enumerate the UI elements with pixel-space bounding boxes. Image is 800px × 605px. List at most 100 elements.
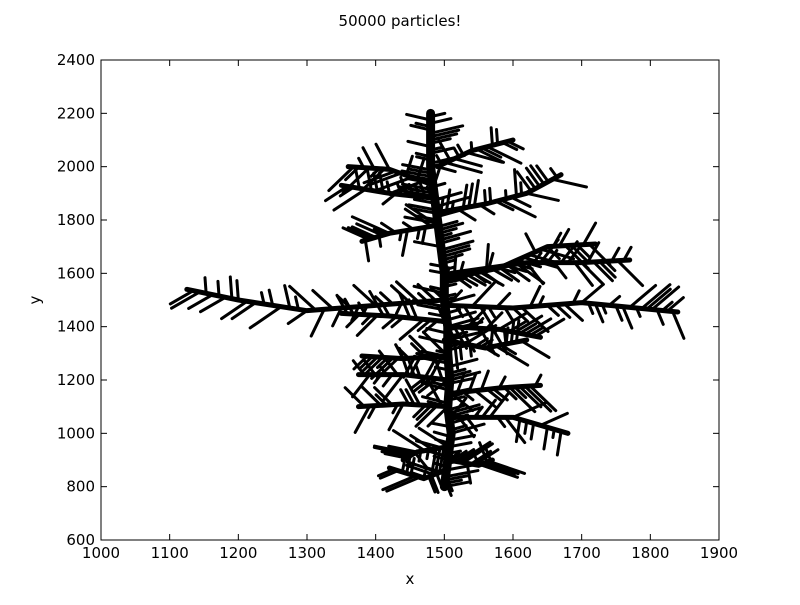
cluster-branch-twig	[487, 459, 527, 475]
x-tick-label: 1900	[700, 544, 738, 562]
cluster-branch-twig	[364, 355, 385, 376]
cluster-branch-twig	[571, 289, 581, 305]
cluster-branch-twig	[485, 145, 523, 165]
cluster-branch-twig	[607, 294, 622, 307]
cluster-branch-twig	[466, 151, 504, 164]
cluster-branch-twig	[391, 402, 400, 415]
cluster-branch-twig	[430, 447, 438, 474]
cluster-branch-twig	[504, 189, 508, 201]
cluster-branch-twig	[380, 221, 397, 234]
cluster-branch-twig	[444, 161, 483, 174]
cluster-branch-twig	[367, 171, 403, 187]
cluster-branch-twig	[503, 415, 527, 445]
cluster-branch-twig	[461, 390, 475, 402]
cluster-branch-twig	[355, 222, 385, 237]
y-tick-label: 1200	[57, 371, 95, 389]
cluster-trunk-twig	[432, 430, 453, 439]
cluster-branch-twig	[479, 369, 490, 392]
cluster-branch-twig	[415, 156, 426, 181]
cluster-trunk-twig	[429, 285, 446, 292]
cluster-trunk-twig	[446, 344, 469, 352]
cluster-branch-twig	[381, 373, 394, 388]
y-tick-label: 600	[66, 531, 95, 549]
cluster-branch-twig	[523, 384, 553, 413]
cluster-branch-twig	[294, 295, 300, 311]
cluster-branch-twig	[511, 306, 530, 323]
cluster-branch-twig	[454, 304, 465, 319]
cluster-branch-twig	[465, 461, 473, 485]
cluster-branch-twig	[430, 286, 446, 302]
cluster-branch-twig	[374, 142, 391, 171]
cluster-branch-twig	[367, 404, 377, 420]
y-tick-label: 2200	[57, 104, 95, 122]
cluster-branch-twig	[520, 339, 551, 359]
cluster-branch-twig	[398, 317, 426, 341]
cluster-trunk-twig	[436, 219, 459, 229]
cluster-branch-twig	[459, 325, 476, 353]
cluster-trunk-twig	[441, 258, 458, 265]
cluster-trunk-twig	[444, 469, 480, 479]
cluster-branch-twig	[468, 269, 488, 284]
cluster-trunk-twig	[438, 231, 453, 239]
cluster-branch-twig	[508, 320, 528, 333]
cluster-branch-twig	[475, 147, 506, 164]
cluster-trunk-twig	[413, 240, 443, 249]
cluster-branch-twig	[404, 203, 439, 227]
cluster-branch-twig	[456, 143, 465, 157]
cluster-branch-twig	[387, 444, 419, 454]
cluster-trunk-twig	[429, 124, 465, 135]
cluster-branch-twig	[622, 245, 633, 262]
cluster-branch-twig	[446, 325, 457, 341]
cluster-trunk-twig	[439, 239, 475, 252]
cluster-branch-twig	[187, 293, 215, 310]
x-tick-label: 1800	[631, 544, 669, 562]
cluster-branch-twig	[491, 267, 514, 282]
cluster-branch-twig	[379, 291, 395, 306]
cluster-branch-twig	[435, 154, 444, 167]
cluster-branch-twig	[550, 177, 588, 189]
cluster-branch-twig	[422, 319, 439, 334]
cluster-trunk-twig	[442, 292, 457, 299]
cluster-branch-twig	[499, 198, 537, 219]
cluster-branch-twig	[545, 303, 560, 317]
y-tick-label: 800	[66, 478, 95, 496]
y-tick-label: 1400	[57, 318, 95, 336]
cluster-branch-twig	[465, 273, 487, 287]
cluster-branch-twig	[549, 167, 559, 179]
cluster-branch-twig	[528, 284, 542, 309]
cluster-branch-twig	[487, 251, 495, 270]
cluster-branch-twig	[514, 417, 522, 444]
cluster-branch-twig	[628, 284, 658, 309]
cluster-trunk-twig	[406, 139, 433, 149]
cluster-trunk-twig	[428, 269, 446, 275]
cluster-branch-twig	[484, 447, 493, 463]
cluster-branch-twig	[518, 322, 538, 335]
x-tick-label: 1000	[82, 544, 120, 562]
cluster-trunk-twig	[447, 449, 462, 455]
cluster-branch-twig	[539, 247, 576, 261]
cluster-branch-twig	[501, 141, 519, 152]
cluster-branch-twig	[666, 296, 685, 313]
cluster-trunk-twig	[407, 203, 438, 212]
cluster-branch-twig	[344, 165, 360, 182]
cluster-branch-twig	[425, 448, 430, 461]
cluster-branch-twig	[267, 288, 275, 307]
cluster-branch-twig	[472, 405, 484, 419]
particle-cluster	[168, 108, 686, 497]
cluster-branch-twig	[385, 180, 391, 195]
cluster-branch-twig	[587, 301, 595, 315]
cluster-branch-twig	[453, 340, 460, 370]
cluster-branch-twig	[515, 170, 533, 193]
cluster-branch-twig	[439, 196, 445, 214]
x-tick-label: 1700	[563, 544, 601, 562]
cluster-branch-twig	[484, 461, 520, 476]
cluster-branch-twig	[478, 441, 489, 464]
cluster-branch-twig	[357, 301, 367, 317]
x-tick-label: 1400	[357, 544, 395, 562]
cluster-branch-twig	[248, 305, 283, 330]
cluster-branch-twig	[413, 183, 421, 199]
cluster-branch-twig	[309, 307, 326, 338]
cluster-branch-twig	[372, 373, 383, 385]
cluster-branch-twig	[478, 203, 496, 216]
